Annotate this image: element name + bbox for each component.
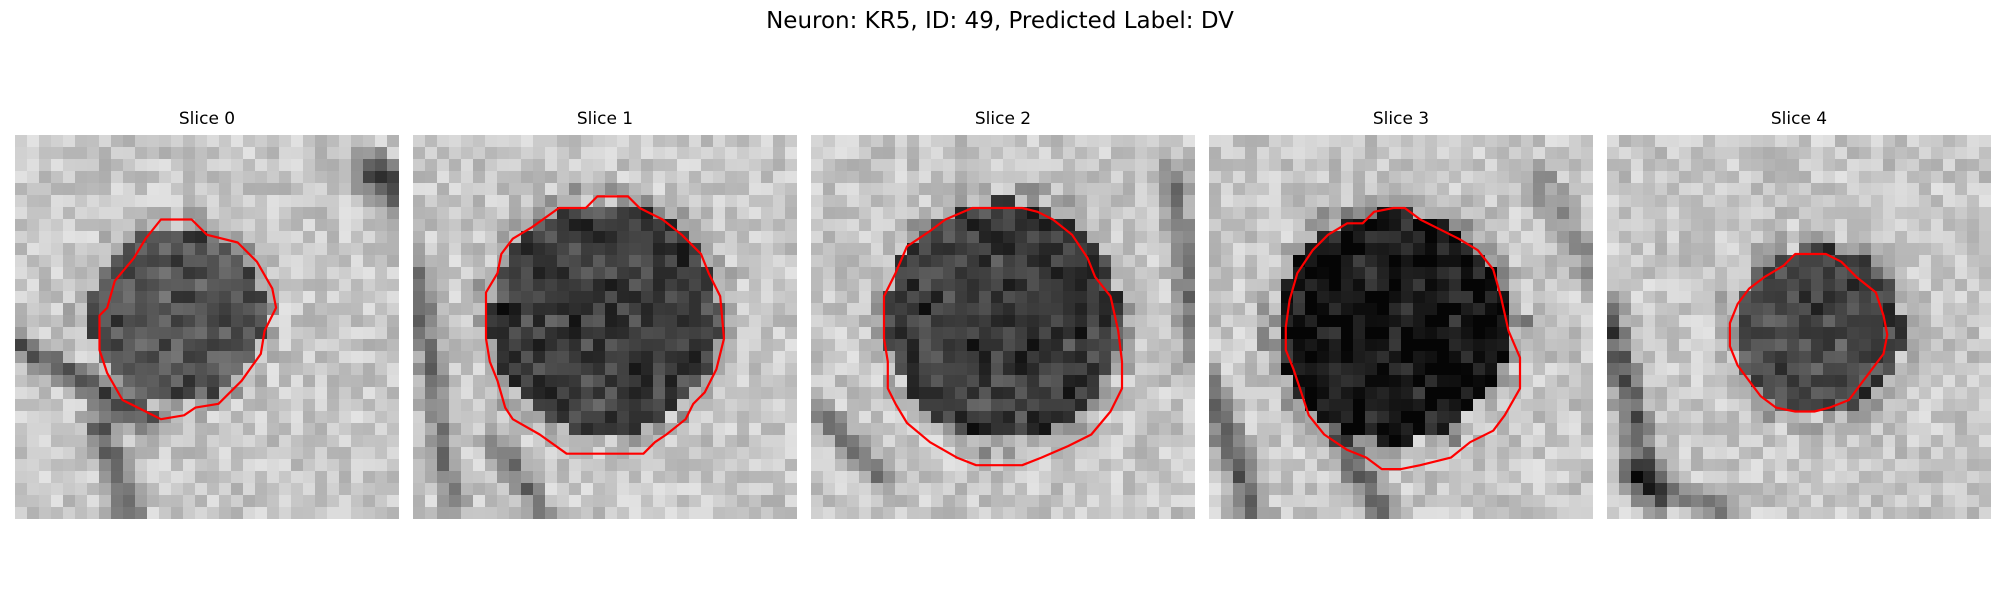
slice-image [1607, 135, 1991, 519]
neuron-outline [484, 195, 726, 455]
slice-title: Slice 2 [974, 109, 1032, 129]
microscopy-image [1209, 135, 1593, 519]
slice-panel-1: Slice 1 [413, 108, 797, 519]
slice-title: Slice 4 [1770, 109, 1828, 129]
slice-title: Slice 0 [178, 109, 236, 129]
figure-title: Neuron: KR5, ID: 49, Predicted Label: DV [766, 8, 1234, 34]
slice-panel-3: Slice 3 [1209, 108, 1593, 519]
microscopy-image [811, 135, 1195, 519]
slice-panel-2: Slice 2 [811, 108, 1195, 519]
slice-image [811, 135, 1195, 519]
slice-image [1209, 135, 1593, 519]
slice-panel-4: Slice 4 [1607, 108, 1991, 519]
slice-title: Slice 1 [576, 109, 634, 129]
microscopy-image [413, 135, 797, 519]
microscopy-image [1607, 135, 1991, 519]
neuron-outline [1728, 252, 1889, 413]
neuron-outline [98, 218, 278, 421]
neuron-outline [882, 206, 1124, 467]
neuron-outline [1284, 206, 1522, 471]
microscopy-image [15, 135, 399, 519]
slice-panel-0: Slice 0 [15, 108, 399, 519]
slice-image [413, 135, 797, 519]
slice-image [15, 135, 399, 519]
slice-title: Slice 3 [1372, 109, 1430, 129]
